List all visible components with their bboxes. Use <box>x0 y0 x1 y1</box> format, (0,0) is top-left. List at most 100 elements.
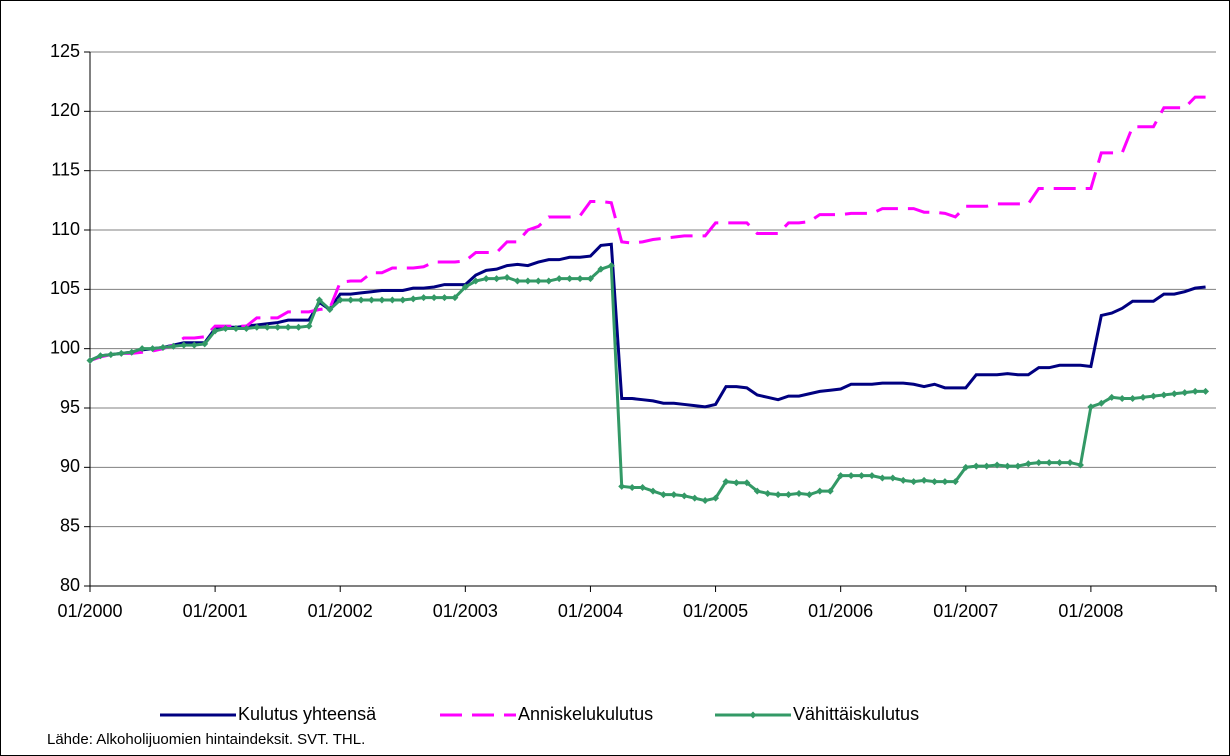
series-marker <box>910 478 918 486</box>
series-marker <box>1129 395 1137 403</box>
series-marker <box>951 478 959 486</box>
legend-label: Anniskelukulutus <box>518 704 653 724</box>
series-marker <box>242 324 250 332</box>
y-tick-label: 100 <box>50 337 80 357</box>
series-marker <box>180 341 188 349</box>
series-marker <box>785 491 793 499</box>
series-marker <box>962 463 970 471</box>
series-marker <box>993 461 1001 469</box>
series-marker <box>889 474 897 482</box>
series-marker <box>545 277 553 285</box>
series-marker <box>378 296 386 304</box>
series-marker <box>440 294 448 302</box>
series-marker <box>149 345 157 353</box>
y-tick-label: 105 <box>50 278 80 298</box>
series-marker <box>1139 393 1147 401</box>
legend-label: Kulutus yhteensä <box>238 704 377 724</box>
legend-marker <box>749 711 757 719</box>
series-marker <box>899 476 907 484</box>
x-tick-label: 01/2008 <box>1058 601 1123 621</box>
series-marker <box>138 345 146 353</box>
series-marker <box>493 275 501 283</box>
series-marker <box>388 296 396 304</box>
legend-label: Vähittäiskulutus <box>793 704 919 724</box>
series-marker <box>680 492 688 500</box>
series-marker <box>284 323 292 331</box>
series-marker <box>868 472 876 480</box>
series-marker <box>368 296 375 304</box>
series-marker <box>503 273 511 281</box>
x-tick-label: 01/2006 <box>808 601 873 621</box>
series-marker <box>315 296 323 304</box>
series-marker <box>482 275 490 283</box>
x-tick-label: 01/2003 <box>433 601 498 621</box>
series-marker <box>774 491 782 499</box>
y-tick-label: 115 <box>51 159 80 179</box>
series-marker <box>295 323 303 331</box>
series-marker <box>1149 392 1157 400</box>
series-marker <box>826 487 834 495</box>
series-marker <box>1066 459 1074 467</box>
series-marker <box>1076 461 1084 469</box>
series-marker <box>461 283 469 291</box>
series-marker <box>743 479 751 487</box>
series-marker <box>169 342 177 350</box>
series-marker <box>1035 459 1043 467</box>
series-marker <box>837 472 845 480</box>
series-marker <box>586 275 594 283</box>
series-marker <box>753 487 761 495</box>
series-marker <box>534 277 542 285</box>
series-marker <box>816 487 824 495</box>
y-tick-label: 90 <box>60 456 80 476</box>
series-marker <box>201 340 209 348</box>
series-marker <box>941 478 949 486</box>
series-marker <box>659 491 667 499</box>
series-marker <box>983 462 991 470</box>
series-marker <box>399 296 407 304</box>
series-marker <box>1202 387 1210 395</box>
series-marker <box>524 277 532 285</box>
series-marker <box>107 351 115 359</box>
source-note: Lähde: Alkoholijuomien hintaindeksit. SV… <box>47 731 365 748</box>
series-marker <box>1160 391 1168 399</box>
series-marker <box>670 491 678 499</box>
series-marker <box>472 277 480 285</box>
series-marker <box>222 324 230 332</box>
series-marker <box>1024 460 1032 468</box>
series-marker <box>1045 459 1053 467</box>
series-marker <box>972 462 980 470</box>
x-tick-label: 01/2001 <box>183 601 248 621</box>
series-marker <box>1170 390 1178 398</box>
series-marker <box>795 489 803 497</box>
series-line <box>89 95 1206 362</box>
x-tick-label: 01/2005 <box>683 601 748 621</box>
series-marker <box>931 478 938 486</box>
series-marker <box>764 489 772 497</box>
series-marker <box>430 294 438 302</box>
y-tick-label: 95 <box>60 397 80 417</box>
y-tick-label: 80 <box>60 575 80 595</box>
series-marker <box>712 494 720 502</box>
series-marker <box>1181 389 1189 397</box>
series-marker <box>1014 462 1022 470</box>
series-marker <box>597 265 605 273</box>
x-tick-label: 01/2000 <box>57 601 122 621</box>
series-marker <box>263 323 271 331</box>
series-marker <box>211 327 219 335</box>
series-marker <box>701 497 709 505</box>
x-tick-label: 01/2007 <box>933 601 998 621</box>
series-marker <box>691 494 699 502</box>
y-tick-label: 85 <box>60 515 80 535</box>
series-marker <box>1003 462 1011 470</box>
series-marker <box>1118 395 1126 403</box>
series-marker <box>576 275 584 283</box>
series-marker <box>451 294 459 302</box>
series-marker <box>649 487 657 495</box>
series-marker <box>847 472 855 480</box>
series-marker <box>128 348 136 356</box>
series-marker <box>347 296 355 304</box>
series-marker <box>566 275 574 283</box>
series-marker <box>86 357 94 365</box>
series-marker <box>326 306 334 314</box>
